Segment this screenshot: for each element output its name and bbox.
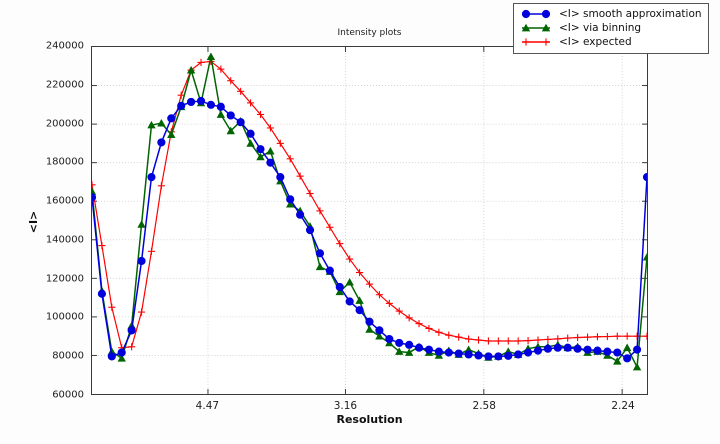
legend-entry: <I> smooth approximation	[519, 7, 702, 21]
data-series-layer	[92, 52, 647, 371]
x-axis-tick-label: 4.47	[195, 400, 220, 412]
y-axis-tick-labels: 240000 220000 200000 180000 160000 140000 1200…	[0, 0, 84, 444]
x-axis-tick-labels: 4.47 3.16 2.58 2.24	[91, 396, 648, 416]
y-axis-tick-label: 200000	[45, 118, 84, 130]
series-2	[92, 57, 647, 352]
plot-area	[91, 46, 648, 395]
y-axis-tick-label: 80000	[52, 350, 84, 362]
y-axis-tick-label: 180000	[45, 156, 84, 168]
legend-entry: <I> expected	[519, 35, 702, 49]
legend-label: <I> via binning	[559, 22, 642, 34]
y-axis-tick-label: 120000	[45, 273, 84, 285]
chart-legend: <I> smooth approximation <I> via binning <…	[513, 3, 709, 54]
y-axis-tick-label: 100000	[45, 311, 84, 323]
legend-swatch-plus-icon	[522, 38, 550, 46]
y-axis-tick-label: 60000	[52, 389, 84, 401]
y-axis-tick-label: 140000	[45, 234, 84, 246]
legend-label: <I> smooth approximation	[559, 8, 702, 20]
y-axis-tick-label: 220000	[45, 79, 84, 91]
legend-label: <I> expected	[559, 36, 632, 48]
legend-swatch-triangle-icon	[521, 23, 551, 32]
legend-swatch-circle-icon	[521, 9, 551, 19]
legend-entry: <I> via binning	[519, 21, 702, 35]
x-axis-tick-label: 2.58	[472, 400, 496, 412]
y-axis-tick-label: 240000	[45, 40, 84, 52]
x-axis-tick-label: 3.16	[333, 400, 358, 412]
chart-title: Intensity plots	[337, 28, 402, 38]
y-axis-tick-label: 160000	[45, 195, 84, 207]
series-0	[92, 96, 647, 363]
x-axis-title: Resolution	[336, 413, 403, 426]
x-axis-tick-label: 2.24	[611, 400, 635, 412]
